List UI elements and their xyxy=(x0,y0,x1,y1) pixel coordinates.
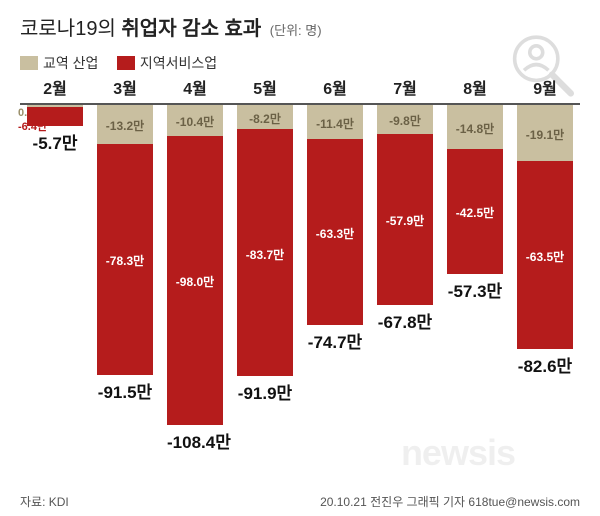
legend-trade: 교역 산업 xyxy=(20,53,98,73)
seg-trade: -19.1만 xyxy=(517,105,573,161)
seg-local xyxy=(27,107,83,126)
bar-stack: -10.4만-98.0만-108.4만 xyxy=(167,105,223,425)
bar-cell: 0.7만-6.4만-5.7만 xyxy=(20,105,90,457)
bar-stack: -14.8만-42.5만-57.3만 xyxy=(447,105,503,274)
seg-trade-label: -19.1만 xyxy=(517,126,573,143)
seg-trade: -9.8만 xyxy=(377,105,433,134)
bar-cell: -11.4만 -63.3만 -74.7만 xyxy=(300,105,370,457)
bar-stack: -11.4만-63.3만-74.7만 xyxy=(307,105,363,325)
month-label: 4월 xyxy=(160,77,230,103)
month-axis: 2월3월4월5월6월7월8월9월 xyxy=(20,77,580,105)
unit-label: (단위: 명) xyxy=(270,23,322,38)
seg-local-label: -98.0만 xyxy=(167,273,223,290)
seg-local: -98.0만 xyxy=(167,136,223,425)
bar-cell: -14.8만 -42.5만 -57.3만 xyxy=(440,105,510,457)
month-label: 5월 xyxy=(230,77,300,103)
seg-trade-label: -13.2만 xyxy=(97,117,153,134)
seg-local-label: -42.5만 xyxy=(447,204,503,221)
seg-local: -63.5만 xyxy=(517,161,573,348)
bar-cell: -9.8만 -57.9만 -67.8만 xyxy=(370,105,440,457)
watermark-text: newsis xyxy=(401,432,515,474)
month-label: 7월 xyxy=(370,77,440,103)
chart-title: 코로나19의 취업자 감소 효과 xyxy=(20,12,261,41)
legend-local-label: 지역서비스업 xyxy=(140,53,217,73)
bar-stack: -19.1만-63.5만-82.6만 xyxy=(517,105,573,349)
total-label: -67.8만 xyxy=(377,308,433,333)
bar-cell: -19.1만 -63.5만 -82.6만 xyxy=(510,105,580,457)
bar-stack: -5.7만 xyxy=(27,105,83,126)
bars-row: 0.7만-6.4만-5.7만 -13.2만 -78.3만 -91.5만 -10.4만 -9… xyxy=(20,105,580,457)
seg-local: -78.3만 xyxy=(97,144,153,375)
bar-stack: -9.8만-57.9만-67.8만 xyxy=(377,105,433,305)
month-label: 8월 xyxy=(440,77,510,103)
bar-stack: -8.2만-83.7만-91.9만 xyxy=(237,105,293,376)
legend-trade-label: 교역 산업 xyxy=(43,53,98,73)
seg-trade-label: -8.2만 xyxy=(237,110,293,127)
footer: 자료: KDI 20.10.21 전진우 그래픽 기자 618tue@newsi… xyxy=(20,493,580,510)
bar-cell: -10.4만 -98.0만 -108.4만 xyxy=(160,105,230,457)
seg-local: -42.5만 xyxy=(447,149,503,274)
seg-local-label: -78.3만 xyxy=(97,252,153,269)
seg-trade: -8.2만 xyxy=(237,105,293,129)
legend-swatch-trade xyxy=(20,56,38,70)
source-label: 자료: KDI xyxy=(20,493,69,510)
seg-trade-label: -10.4만 xyxy=(167,113,223,130)
seg-trade-label: -14.8만 xyxy=(447,120,503,137)
chart-area: 2월3월4월5월6월7월8월9월 0.7만-6.4만-5.7만 -13.2만 -78… xyxy=(20,77,580,461)
total-label: -82.6만 xyxy=(517,352,573,377)
month-label: 6월 xyxy=(300,77,370,103)
month-label: 9월 xyxy=(510,77,580,103)
seg-local-label: -63.5만 xyxy=(517,248,573,265)
total-label: -74.7만 xyxy=(307,328,363,353)
seg-trade: -13.2만 xyxy=(97,105,153,144)
title-bold: 취업자 감소 효과 xyxy=(121,18,261,40)
seg-trade: -10.4만 xyxy=(167,105,223,136)
seg-local-label: -83.7만 xyxy=(237,246,293,263)
total-label: -91.9만 xyxy=(237,379,293,404)
seg-trade: -14.8만 xyxy=(447,105,503,149)
seg-local: -63.3만 xyxy=(307,139,363,326)
bar-stack: -13.2만-78.3만-91.5만 xyxy=(97,105,153,375)
seg-local-label: -63.3만 xyxy=(307,225,363,242)
seg-local-label: -57.9만 xyxy=(377,212,433,229)
legend-swatch-local xyxy=(117,56,135,70)
title-prefix: 코로나19의 xyxy=(20,18,121,40)
seg-local: -83.7만 xyxy=(237,129,293,376)
seg-trade-label: -11.4만 xyxy=(307,115,363,132)
legend-local: 지역서비스업 xyxy=(117,53,217,73)
month-label: 3월 xyxy=(90,77,160,103)
total-label: -5.7만 xyxy=(27,129,83,154)
seg-local: -57.9만 xyxy=(377,134,433,305)
total-label: -57.3만 xyxy=(447,277,503,302)
bar-cell: -8.2만 -83.7만 -91.9만 xyxy=(230,105,300,457)
total-label: -108.4만 xyxy=(167,428,223,453)
seg-trade-label: -9.8만 xyxy=(377,112,433,129)
seg-trade: -11.4만 xyxy=(307,105,363,139)
credit-label: 20.10.21 전진우 그래픽 기자 618tue@newsis.com xyxy=(320,493,580,510)
month-label: 2월 xyxy=(20,77,90,103)
bar-cell: -13.2만 -78.3만 -91.5만 xyxy=(90,105,160,457)
total-label: -91.5만 xyxy=(97,378,153,403)
